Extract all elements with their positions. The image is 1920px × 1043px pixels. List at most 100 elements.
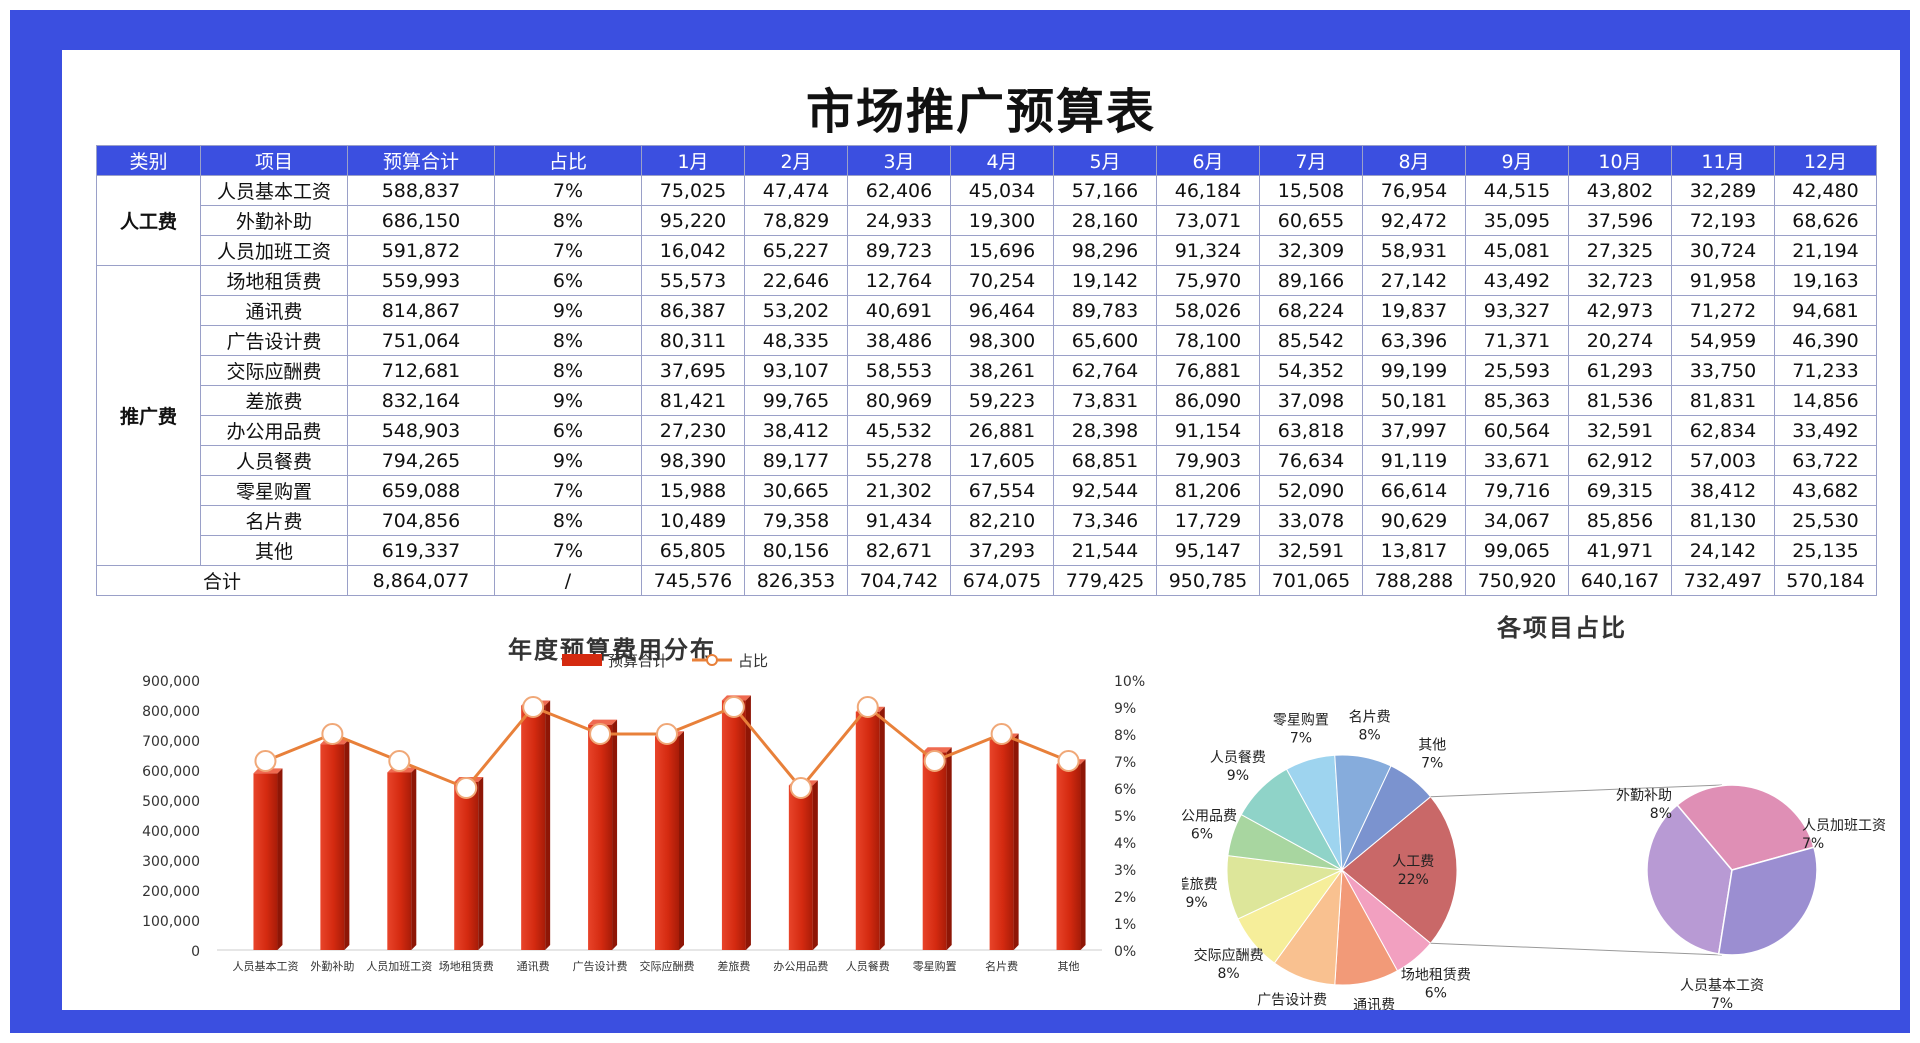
month-cell: 30,724 <box>1671 235 1775 266</box>
month-cell: 45,034 <box>950 175 1054 206</box>
total-month-cell: 570,184 <box>1774 565 1877 596</box>
column-header: 9月 <box>1465 145 1569 176</box>
sub-pie-slice <box>1717 846 1818 956</box>
total-month-cell: 640,167 <box>1568 565 1672 596</box>
legend-bar-label: 预算合计 <box>608 652 668 670</box>
total-cell: 712,681 <box>347 355 495 386</box>
table-row: 广告设计费 751,064 8% 80,311 48,335 38,486 98,300 65… <box>97 325 1877 356</box>
bar <box>1056 764 1081 950</box>
pie-slice-label: 人工费 <box>1392 854 1434 870</box>
month-cell: 37,997 <box>1362 415 1466 446</box>
column-header: 4月 <box>950 145 1054 176</box>
column-header: 11月 <box>1671 145 1775 176</box>
x-tick-label: 场地租赁费 <box>439 959 494 973</box>
total-month-cell: 779,425 <box>1053 565 1157 596</box>
month-cell: 17,729 <box>1156 505 1260 536</box>
month-cell: 89,166 <box>1259 265 1363 296</box>
bar-side <box>679 731 684 950</box>
y2-tick-label: 6% <box>1114 782 1136 798</box>
month-cell: 82,210 <box>950 505 1054 536</box>
y2-tick-label: 5% <box>1114 809 1136 825</box>
pie-slice-label: 其他 <box>1418 738 1446 754</box>
month-cell: 27,142 <box>1362 265 1466 296</box>
y-tick-label: 300,000 <box>142 854 200 870</box>
month-cell: 35,095 <box>1465 205 1569 236</box>
month-cell: 98,300 <box>950 325 1054 356</box>
total-cell: 686,150 <box>347 205 495 236</box>
month-cell: 73,346 <box>1053 505 1157 536</box>
legend-line-label: 占比 <box>738 652 768 670</box>
month-cell: 86,387 <box>641 295 745 326</box>
bar <box>721 700 746 950</box>
line-point <box>321 723 344 745</box>
month-cell: 62,406 <box>847 175 951 206</box>
total-cell: 619,337 <box>347 535 495 566</box>
total-label: 合计 <box>96 565 348 596</box>
bar-side <box>946 747 952 950</box>
table-header-row: 类别 项目 预算合计 占比 1月 2月 3月 4月 5月 6月 7月 8月 9月 10月 11月 12月 <box>96 145 1877 176</box>
month-cell: 33,078 <box>1259 505 1363 536</box>
table-row: 办公用品费 548,903 6% 27,230 38,412 45,532 26,881 28… <box>97 415 1877 446</box>
pct-cell: 7% <box>494 235 642 266</box>
column-header: 预算合计 <box>347 145 495 176</box>
total-month-cell: 674,075 <box>950 565 1054 596</box>
pct-cell: 6% <box>494 415 642 446</box>
y-tick-label: 600,000 <box>142 764 200 780</box>
month-cell: 62,912 <box>1568 445 1672 476</box>
y-tick-label: 900,000 <box>142 674 200 690</box>
month-cell: 73,831 <box>1053 385 1157 416</box>
month-cell: 91,434 <box>847 505 951 536</box>
month-cell: 78,829 <box>744 205 848 236</box>
month-cell: 21,302 <box>847 475 951 506</box>
month-cell: 79,903 <box>1156 445 1260 476</box>
item-cell: 零星购置 <box>200 475 348 506</box>
month-cell: 62,834 <box>1671 415 1775 446</box>
pie-of-pie-chart: 人工费22%场地租赁费6%通讯费9%广告设计费9%交际应酬费8%差旅费9%办公用… <box>1182 709 1886 1010</box>
budget-table: 类别 项目 预算合计 占比 1月 2月 3月 4月 5月 6月 7月 8月 9月 10月 11月 12月 人工… <box>96 145 1877 596</box>
month-cell: 38,261 <box>950 355 1054 386</box>
total-month-cell: 826,353 <box>744 565 848 596</box>
x-tick-label: 通讯费 <box>517 960 550 973</box>
month-cell: 75,970 <box>1156 265 1260 296</box>
month-cell: 71,233 <box>1774 355 1877 386</box>
month-cell: 80,311 <box>641 325 745 356</box>
month-cell: 79,716 <box>1465 475 1569 506</box>
month-cell: 85,542 <box>1259 325 1363 356</box>
month-cell: 75,025 <box>641 175 745 206</box>
pct-cell: 6% <box>494 265 642 296</box>
total-cell: 548,903 <box>347 415 495 446</box>
month-cell: 66,614 <box>1362 475 1466 506</box>
month-cell: 15,508 <box>1259 175 1363 206</box>
bar-side <box>411 767 417 950</box>
month-cell: 50,181 <box>1362 385 1466 416</box>
month-cell: 81,421 <box>641 385 745 416</box>
pct-cell: 8% <box>494 325 642 356</box>
line-point <box>1057 750 1080 772</box>
month-cell: 89,783 <box>1053 295 1157 326</box>
bar <box>521 705 546 950</box>
table-row: 通讯费 814,867 9% 86,387 53,202 40,691 96,464 89,7… <box>97 295 1877 326</box>
month-cell: 79,358 <box>744 505 848 536</box>
table-row: 零星购置 659,088 7% 15,988 30,665 21,302 67,554 92,… <box>97 475 1877 506</box>
sub-pie-pct: 7% <box>1711 996 1733 1010</box>
pie-slice-label: 差旅费 <box>1182 877 1218 893</box>
month-cell: 85,363 <box>1465 385 1569 416</box>
pie-slice-pct: 6% <box>1191 827 1213 843</box>
pie-slice-label: 零星购置 <box>1273 713 1329 729</box>
month-cell: 33,492 <box>1774 415 1877 446</box>
month-cell: 98,296 <box>1053 235 1157 266</box>
line-point <box>254 750 277 772</box>
month-cell: 38,412 <box>744 415 848 446</box>
total-month-cell: 788,288 <box>1362 565 1466 596</box>
month-cell: 17,605 <box>950 445 1054 476</box>
table-row: 名片费 704,856 8% 10,489 79,358 91,434 82,210 73,3… <box>97 505 1877 536</box>
line-point <box>522 696 545 718</box>
y2-tick-label: 10% <box>1114 674 1145 690</box>
month-cell: 14,856 <box>1774 385 1877 416</box>
month-cell: 53,202 <box>744 295 848 326</box>
month-cell: 76,634 <box>1259 445 1363 476</box>
item-cell: 人员加班工资 <box>200 235 348 266</box>
total-month-cell: 950,785 <box>1156 565 1260 596</box>
pie-slice-pct: 6% <box>1425 985 1447 1001</box>
month-cell: 37,596 <box>1568 205 1672 236</box>
